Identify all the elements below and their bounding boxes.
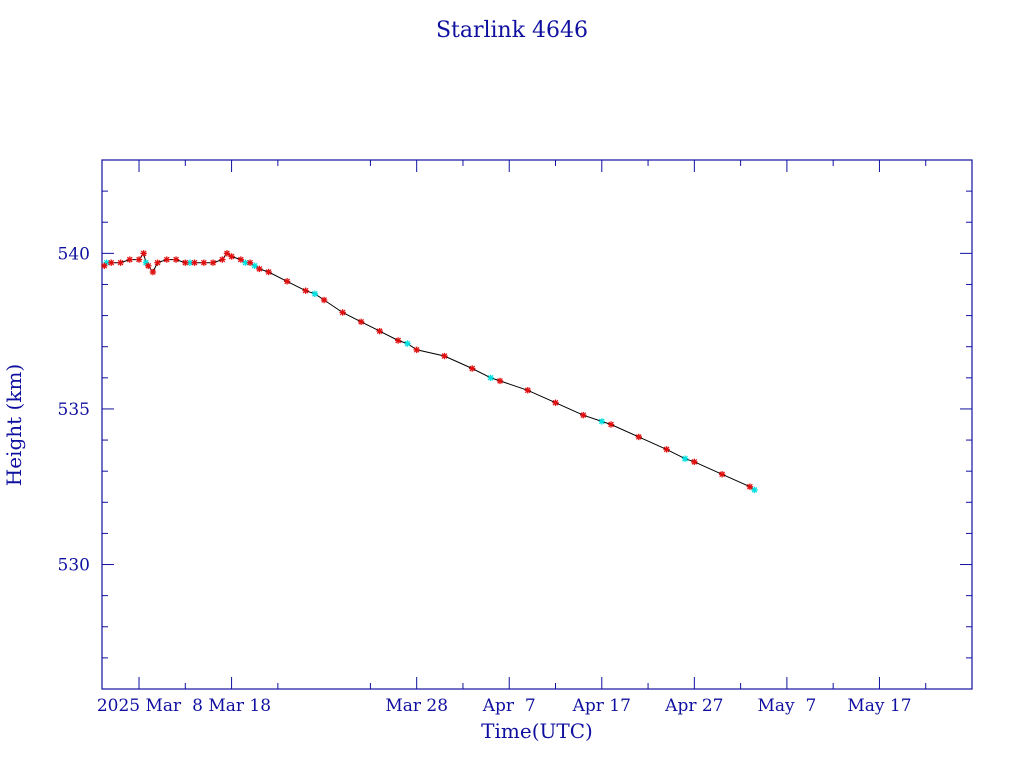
- red-star-point: [746, 483, 754, 490]
- data-series: [101, 250, 758, 494]
- red-star-point: [469, 365, 476, 372]
- red-star-point: [552, 399, 559, 406]
- red-star-point: [283, 278, 291, 285]
- red-star-point: [154, 259, 161, 266]
- red-star-point: [172, 256, 180, 263]
- red-star-point: [256, 265, 263, 273]
- red-star-point: [413, 346, 420, 354]
- plot-frame: [101, 159, 973, 690]
- red-star-point: [126, 256, 133, 263]
- cyan-star-point: [311, 290, 319, 298]
- red-star-point: [246, 259, 254, 266]
- red-star-point: [237, 256, 245, 263]
- cyan-star-point: [751, 486, 758, 494]
- cyan-star-point: [404, 340, 411, 347]
- x-tick-label: Apr 7: [482, 696, 536, 716]
- red-star-point: [163, 256, 170, 263]
- red-star-point: [182, 259, 189, 266]
- red-star-point: [339, 309, 346, 316]
- axis-ticks: [102, 159, 972, 690]
- red-star-point: [223, 250, 231, 257]
- red-star-point: [394, 337, 402, 344]
- x-tick-label: May 7: [758, 696, 817, 716]
- red-star-point: [357, 318, 365, 326]
- red-star-point: [580, 411, 587, 419]
- x-tick-label: 8 Mar 18: [192, 696, 271, 716]
- y-tick-label: 530: [58, 556, 90, 576]
- red-star-point: [149, 268, 157, 276]
- red-star-point: [320, 296, 328, 304]
- red-star-point: [376, 327, 383, 335]
- red-star-point: [302, 287, 309, 294]
- red-star-point: [219, 256, 226, 263]
- height-trace-line: [103, 252, 755, 491]
- red-star-point: [635, 433, 643, 441]
- red-star-point: [117, 259, 124, 266]
- red-star-point: [496, 377, 504, 385]
- x-tick-label: 2025 Mar: [97, 696, 182, 716]
- y-axis-label: Height (km): [2, 364, 26, 486]
- red-star-point: [607, 421, 615, 428]
- x-tick-label: May 17: [847, 696, 911, 716]
- red-star-point: [145, 262, 152, 269]
- y-tick-label: 535: [58, 400, 90, 420]
- red-star-point: [140, 250, 147, 257]
- x-tick-labels: 2025 Mar 8 Mar 18 Mar 28 Apr 7 Apr 17 Apr 27 M…: [97, 696, 912, 716]
- red-star-point: [691, 458, 698, 466]
- red-star-point: [718, 471, 726, 478]
- red-star-point: [101, 262, 108, 269]
- chart-title: Starlink 4646: [436, 18, 588, 43]
- x-tick-label: Mar 28: [385, 696, 448, 716]
- red-star-point: [663, 446, 670, 453]
- x-axis-label: Time(UTC): [481, 719, 593, 743]
- x-tick-label: Apr 17: [572, 696, 631, 716]
- y-tick-labels: 540 535 530: [58, 244, 90, 575]
- cyan-star-point: [598, 418, 605, 425]
- red-star-point: [209, 259, 217, 266]
- red-star-point: [441, 352, 448, 360]
- red-star-point: [108, 259, 115, 266]
- x-tick-label: Apr 27: [664, 696, 723, 716]
- red-star-point: [135, 256, 143, 263]
- cyan-star-point: [251, 262, 258, 269]
- cyan-star-point: [487, 374, 494, 382]
- red-star-point: [191, 259, 198, 266]
- cyan-star-point: [681, 455, 689, 462]
- red-star-point: [228, 253, 235, 260]
- red-star-point: [524, 387, 531, 394]
- red-star-point: [265, 268, 272, 276]
- y-tick-label: 540: [58, 244, 90, 264]
- red-star-point: [200, 259, 208, 266]
